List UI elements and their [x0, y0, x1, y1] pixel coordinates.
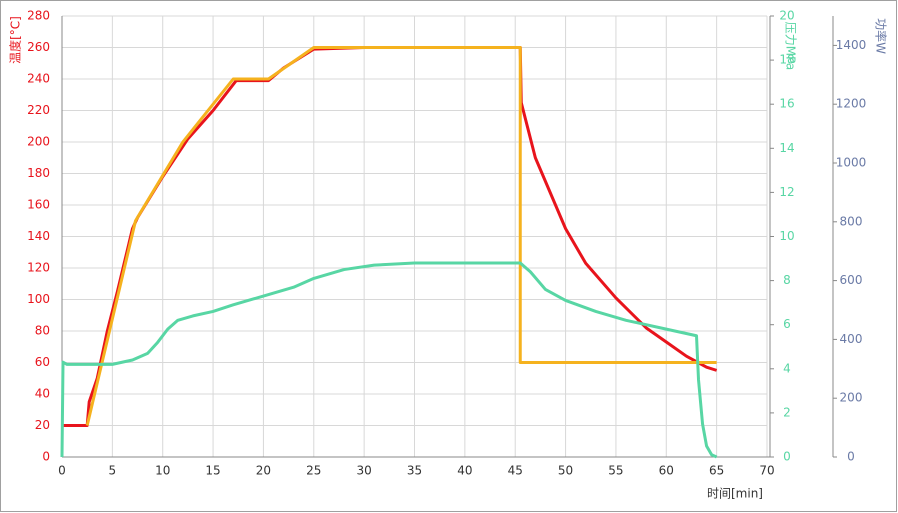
y3-tick-label: 1000 [836, 156, 867, 170]
y-tick-label: 260 [27, 40, 50, 54]
y2-axis-title: 压力MPa [784, 22, 798, 70]
y3-tick-label: 400 [840, 332, 863, 346]
y3-tick-label: 200 [840, 391, 863, 405]
x-tick-label: 65 [709, 464, 724, 478]
y2-tick-label: 6 [783, 317, 791, 331]
y-axis-title: 温度[°C] [8, 16, 23, 64]
y-tick-label: 180 [27, 166, 50, 180]
x-axis-title: 时间[min] [707, 487, 763, 501]
y-tick-label: 120 [27, 261, 50, 275]
y2-tick-label: 18 [779, 53, 794, 67]
y3-tick-label: 0 [847, 450, 855, 464]
x-tick-label: 10 [155, 464, 170, 478]
x-tick-label: 15 [205, 464, 220, 478]
x-tick-label: 0 [58, 464, 66, 478]
x-tick-label: 50 [558, 464, 573, 478]
y-tick-label: 200 [27, 135, 50, 149]
y3-tick-label: 600 [840, 273, 863, 287]
y3-tick-label: 800 [840, 214, 863, 228]
y2-tick-label: 8 [783, 273, 791, 287]
y-tick-label: 0 [42, 450, 50, 464]
x-tick-label: 55 [608, 464, 623, 478]
y2-tick-label: 12 [779, 185, 794, 199]
y-tick-label: 20 [35, 418, 50, 432]
x-tick-label: 70 [759, 464, 774, 478]
y2-tick-label: 2 [783, 405, 791, 419]
y-tick-label: 160 [27, 198, 50, 212]
x-tick-label: 25 [306, 464, 321, 478]
y3-tick-label: 1200 [836, 97, 867, 111]
y2-tick-label: 14 [779, 141, 794, 155]
data-line [60, 261, 718, 459]
x-tick-label: 20 [256, 464, 271, 478]
y2-tick-label: 4 [783, 361, 791, 375]
y-tick-label: 100 [27, 292, 50, 306]
y2-tick-label: 0 [783, 450, 791, 464]
y2-tick-label: 10 [779, 229, 794, 243]
y-tick-label: 220 [27, 103, 50, 117]
y2-tick-label: 20 [779, 9, 794, 23]
y2-tick-label: 16 [779, 97, 794, 111]
x-tick-label: 5 [109, 464, 117, 478]
x-tick-label: 35 [407, 464, 422, 478]
x-tick-label: 30 [357, 464, 372, 478]
x-tick-label: 45 [508, 464, 523, 478]
x-tick-label: 60 [659, 464, 674, 478]
y-tick-label: 60 [35, 355, 50, 369]
y-tick-label: 240 [27, 72, 50, 86]
y3-tick-label: 1400 [836, 38, 867, 52]
y-tick-label: 280 [27, 9, 50, 23]
data-line [85, 46, 717, 426]
y3-axis-title: 功率W [874, 18, 889, 54]
x-tick-label: 40 [457, 464, 472, 478]
y-tick-label: 40 [35, 387, 50, 401]
y-tick-label: 80 [35, 324, 50, 338]
y-tick-label: 140 [27, 229, 50, 243]
